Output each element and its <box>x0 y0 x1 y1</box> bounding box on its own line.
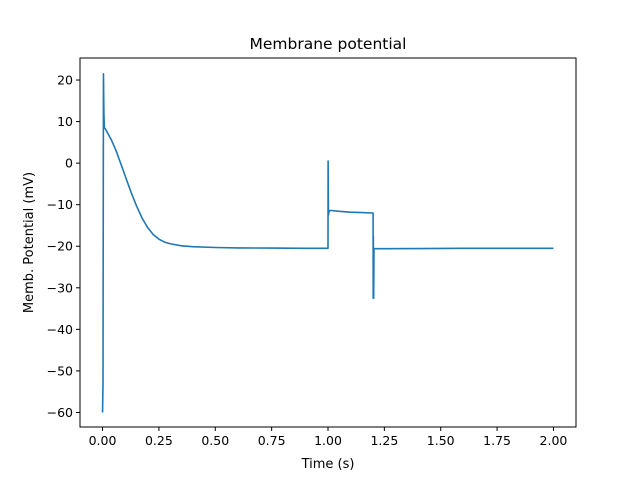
x-tick-label: 0.75 <box>258 433 286 448</box>
x-tick-label: 1.75 <box>483 433 511 448</box>
x-tick-label: 0.50 <box>201 433 229 448</box>
x-tick-label: 0.25 <box>145 433 173 448</box>
y-tick-label: −30 <box>47 280 73 295</box>
y-tick-label: −20 <box>47 239 73 254</box>
x-tick-label: 1.25 <box>370 433 398 448</box>
x-tick-label: 0.00 <box>89 433 117 448</box>
y-axis-label: Memb. Potential (mV) <box>22 172 37 313</box>
y-tick-label: −40 <box>47 322 73 337</box>
x-tick-label: 1.50 <box>427 433 455 448</box>
chart-title: Membrane potential <box>250 35 407 53</box>
y-tick-label: 10 <box>57 114 73 129</box>
x-axis-label: Time (s) <box>301 457 355 472</box>
y-tick-label: −10 <box>47 197 73 212</box>
x-tick-label: 1.00 <box>314 433 342 448</box>
y-tick-label: 20 <box>57 73 73 88</box>
series-layer <box>101 72 554 413</box>
y-axis: −60 −50 −40 −30 −20 −10 0 10 20 <box>47 73 80 420</box>
x-axis: 0.00 0.25 0.50 0.75 1.00 1.25 1.50 1.75 2.00 <box>89 427 568 448</box>
y-tick-label: −60 <box>47 405 73 420</box>
series-line <box>101 72 554 413</box>
y-tick-label: −50 <box>47 363 73 378</box>
x-tick-label: 2.00 <box>540 433 568 448</box>
y-tick-label: 0 <box>65 156 73 171</box>
